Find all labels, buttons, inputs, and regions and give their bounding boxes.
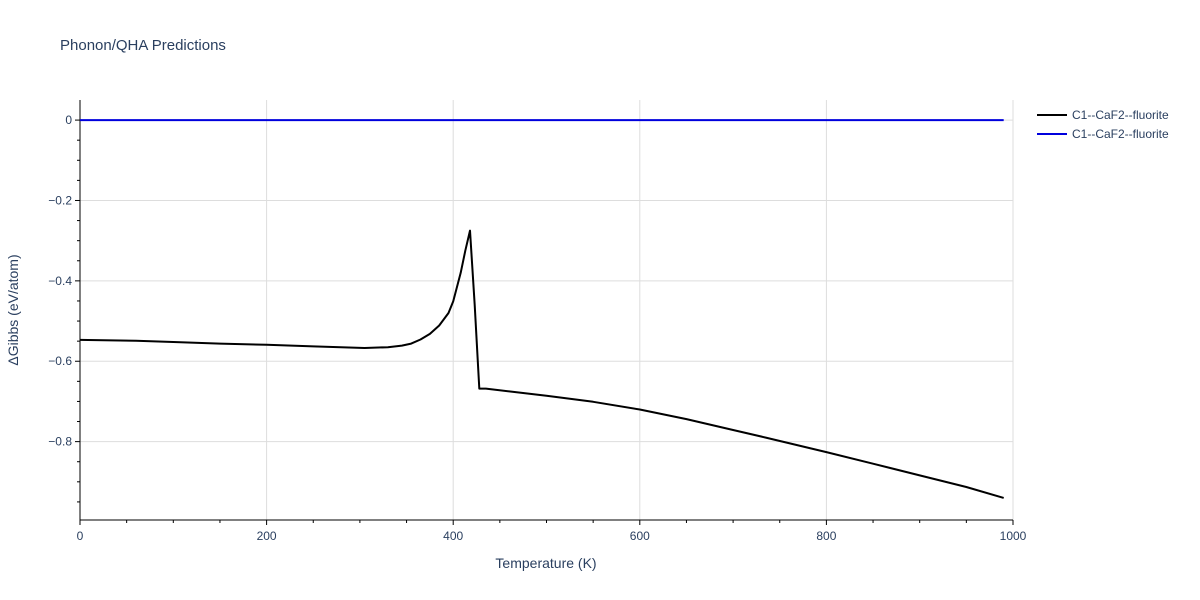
legend-label: C1--CaF2--fluorite	[1072, 108, 1169, 122]
legend-label: C1--CaF2--fluorite	[1072, 127, 1169, 141]
x-tick-label: 1000	[1000, 529, 1027, 543]
chart-title: Phonon/QHA Predictions	[60, 37, 226, 54]
y-tick-label: −0.6	[48, 354, 72, 368]
x-tick-label: 600	[630, 529, 650, 543]
series-line-1	[79, 229, 1004, 499]
y-tick-label: 0	[65, 113, 72, 127]
y-tick-label: −0.2	[48, 193, 72, 207]
x-tick-label: 400	[443, 529, 463, 543]
y-tick-label: −0.8	[48, 435, 72, 449]
legend[interactable]: C1--CaF2--fluorite C1--CaF2--fluorite	[1037, 108, 1169, 141]
x-tick-label: 0	[77, 529, 84, 543]
y-axis-title: ΔGibbs (eV/atom)	[5, 254, 21, 365]
series-lines	[79, 119, 1004, 499]
legend-item-2[interactable]: C1--CaF2--fluorite	[1037, 127, 1169, 141]
grid	[80, 100, 1014, 520]
x-tick-label: 800	[816, 529, 836, 543]
axes	[75, 100, 1014, 525]
x-axis-title: Temperature (K)	[495, 555, 596, 571]
legend-item-1[interactable]: C1--CaF2--fluorite	[1037, 108, 1169, 122]
y-tick-label: −0.4	[48, 274, 72, 288]
x-tick-label: 200	[257, 529, 277, 543]
tick-labels: 0 200 400 600 800 1000 0 −0.2 −0.4 −0.6 −0.8	[48, 113, 1026, 543]
